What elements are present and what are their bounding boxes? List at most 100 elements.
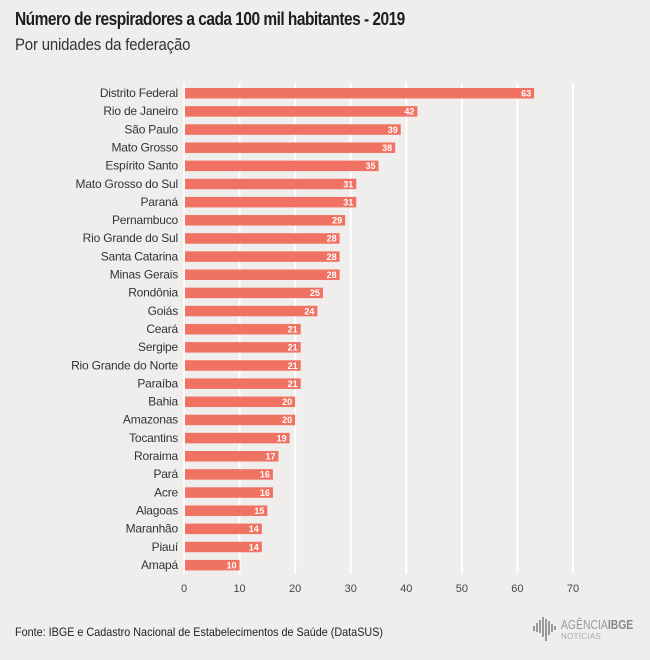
- bars: [185, 88, 535, 571]
- value-label: 21: [288, 361, 298, 371]
- category-label: Rio de Janeiro: [103, 104, 178, 118]
- category-label: Paraná: [141, 195, 179, 209]
- chart-subtitle: Por unidades da federação: [15, 35, 191, 54]
- value-label: 31: [343, 179, 353, 189]
- category-label: Acre: [154, 485, 178, 499]
- value-labels: 6342393835313129282828252421212121202019…: [227, 89, 532, 571]
- value-label: 42: [404, 107, 414, 117]
- bar: [185, 523, 262, 535]
- value-label: 63: [521, 89, 531, 99]
- bar: [185, 342, 301, 353]
- value-label: 31: [343, 197, 353, 207]
- category-label: Santa Catarina: [101, 249, 179, 263]
- category-label: Espírito Santo: [105, 159, 178, 173]
- x-tick-label: 40: [400, 583, 412, 595]
- category-label: Goiás: [148, 304, 179, 318]
- bar: [185, 269, 340, 280]
- logo-text-noticias: NOTÍCIAS: [561, 632, 602, 641]
- category-label: Distrito Federal: [100, 86, 178, 100]
- bar: [185, 414, 296, 426]
- bar: [185, 559, 240, 571]
- x-tick-label: 50: [456, 583, 468, 595]
- value-label: 38: [382, 143, 392, 153]
- category-labels: Distrito Federal Rio de Janeiro São Paulo M…: [71, 86, 179, 572]
- bar: [185, 323, 301, 335]
- category-label: Rio Grande do Norte: [71, 358, 178, 372]
- x-tick-label: 60: [511, 583, 523, 595]
- bar: [185, 378, 301, 389]
- category-label: Piauí: [152, 540, 179, 554]
- category-label: Maranhão: [126, 522, 179, 536]
- value-label: 35: [365, 161, 375, 171]
- category-label: Tocantins: [129, 431, 178, 445]
- bar: [185, 287, 323, 299]
- logo-text-agencia-ibge: AGÊNCIAIBGE: [561, 617, 634, 632]
- category-label: Roraima: [134, 449, 178, 463]
- value-label: 24: [304, 306, 314, 316]
- bar-chart: Distrito Federal Rio de Janeiro São Paulo M…: [71, 83, 579, 595]
- bar: [185, 305, 318, 317]
- category-label: Sergipe: [138, 340, 178, 354]
- value-label: 14: [249, 542, 259, 552]
- value-label: 19: [277, 433, 287, 443]
- bar: [185, 215, 346, 226]
- bar: [185, 88, 535, 99]
- value-label: 20: [282, 415, 292, 425]
- category-label: Pernambuco: [112, 213, 179, 227]
- category-label: Rio Grande do Sul: [83, 231, 178, 245]
- bar: [185, 432, 290, 444]
- category-label: Mato Grosso do Sul: [76, 177, 178, 191]
- category-label: Alagoas: [136, 503, 178, 517]
- source-note: Fonte: IBGE e Cadastro Nacional de Estab…: [15, 625, 384, 639]
- bar: [185, 142, 396, 153]
- category-label: Ceará: [146, 322, 178, 336]
- bar: [185, 487, 273, 498]
- bar: [185, 251, 340, 262]
- value-label: 15: [254, 506, 264, 516]
- category-label: Rondônia: [128, 286, 178, 300]
- value-label: 25: [310, 288, 320, 298]
- value-label: 16: [260, 488, 270, 498]
- category-label: Pará: [153, 467, 178, 481]
- x-tick-label: 10: [233, 583, 245, 595]
- value-label: 10: [227, 560, 237, 570]
- x-tick-label: 30: [345, 583, 357, 595]
- value-label: 20: [282, 397, 292, 407]
- value-label: 14: [249, 524, 259, 534]
- chart-title: Número de respiradores a cada 100 mil ha…: [15, 9, 405, 29]
- value-label: 16: [260, 470, 270, 480]
- bar: [185, 124, 401, 135]
- bar: [185, 106, 418, 117]
- value-label: 39: [388, 125, 398, 135]
- category-label: Paraíba: [137, 376, 178, 390]
- x-tick-label: 20: [289, 583, 301, 595]
- value-label: 28: [327, 252, 337, 262]
- category-label: Minas Gerais: [110, 268, 178, 282]
- value-label: 29: [332, 216, 342, 226]
- category-label: Mato Grosso: [112, 140, 179, 154]
- value-label: 28: [327, 234, 337, 244]
- bar: [185, 160, 379, 172]
- value-label: 17: [265, 452, 275, 462]
- bar: [185, 233, 340, 244]
- bar: [185, 469, 273, 480]
- agencia-ibge-logo: AGÊNCIAIBGE NOTÍCIAS: [533, 615, 645, 645]
- category-label: Bahia: [148, 395, 178, 409]
- value-label: 21: [288, 324, 298, 334]
- bar: [185, 505, 268, 516]
- value-label: 28: [327, 270, 337, 280]
- category-label: São Paulo: [124, 122, 178, 136]
- bar: [185, 178, 357, 190]
- bar: [185, 396, 296, 408]
- value-label: 21: [288, 379, 298, 389]
- x-tick-label: 70: [567, 583, 579, 595]
- bar: [185, 541, 262, 553]
- bar: [185, 451, 279, 462]
- bar: [185, 360, 301, 371]
- ibge-logo-mark-icon: [533, 617, 556, 641]
- category-label: Amazonas: [123, 413, 178, 427]
- value-label: 21: [288, 343, 298, 353]
- x-tick-label: 0: [181, 583, 187, 595]
- bar: [185, 196, 357, 208]
- x-axis-tick-labels: 0 10 20 30 40 50 60 70: [181, 583, 579, 595]
